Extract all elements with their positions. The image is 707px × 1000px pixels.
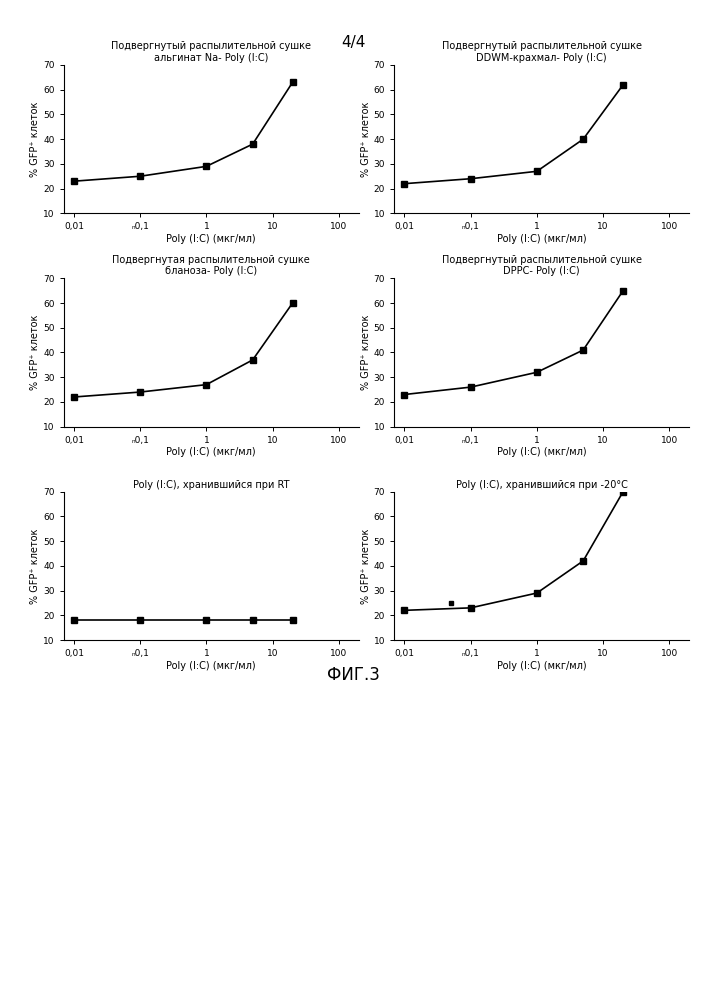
Title: Poly (I:C), хранившийся при RT: Poly (I:C), хранившийся при RT <box>133 480 289 489</box>
X-axis label: Poly (I:C) (мкг/мл): Poly (I:C) (мкг/мл) <box>166 447 256 457</box>
Title: Подвергнутый распылительной сушке
DPPC- Poly (I:C): Подвергнутый распылительной сушке DPPC- … <box>442 255 642 276</box>
Text: ФИГ.3: ФИГ.3 <box>327 666 380 684</box>
Y-axis label: % GFP⁺ клеток: % GFP⁺ клеток <box>30 101 40 177</box>
X-axis label: Poly (I:C) (мкг/мл): Poly (I:C) (мкг/мл) <box>497 234 587 244</box>
Y-axis label: % GFP⁺ клеток: % GFP⁺ клеток <box>30 528 40 604</box>
Y-axis label: % GFP⁺ клеток: % GFP⁺ клеток <box>361 528 371 604</box>
Title: Подвергнутый распылительной сушке
DDWM-крахмал- Poly (I:C): Подвергнутый распылительной сушке DDWM-к… <box>442 41 642 63</box>
Y-axis label: % GFP⁺ клеток: % GFP⁺ клеток <box>361 101 371 177</box>
Title: Poly (I:C), хранившийся при -20°C: Poly (I:C), хранившийся при -20°C <box>456 480 628 489</box>
X-axis label: Poly (I:C) (мкг/мл): Poly (I:C) (мкг/мл) <box>166 661 256 671</box>
Y-axis label: % GFP⁺ клеток: % GFP⁺ клеток <box>361 315 371 390</box>
Title: Подвергнутая распылительной сушке
бланоза- Poly (I:C): Подвергнутая распылительной сушке бланоз… <box>112 255 310 276</box>
Y-axis label: % GFP⁺ клеток: % GFP⁺ клеток <box>30 315 40 390</box>
X-axis label: Poly (I:C) (мкг/мл): Poly (I:C) (мкг/мл) <box>497 661 587 671</box>
X-axis label: Poly (I:C) (мкг/мл): Poly (I:C) (мкг/мл) <box>497 447 587 457</box>
X-axis label: Poly (I:C) (мкг/мл): Poly (I:C) (мкг/мл) <box>166 234 256 244</box>
Text: 4/4: 4/4 <box>341 35 366 50</box>
Title: Подвергнутый распылительной сушке
альгинат Na- Poly (I:C): Подвергнутый распылительной сушке альгин… <box>111 41 311 63</box>
